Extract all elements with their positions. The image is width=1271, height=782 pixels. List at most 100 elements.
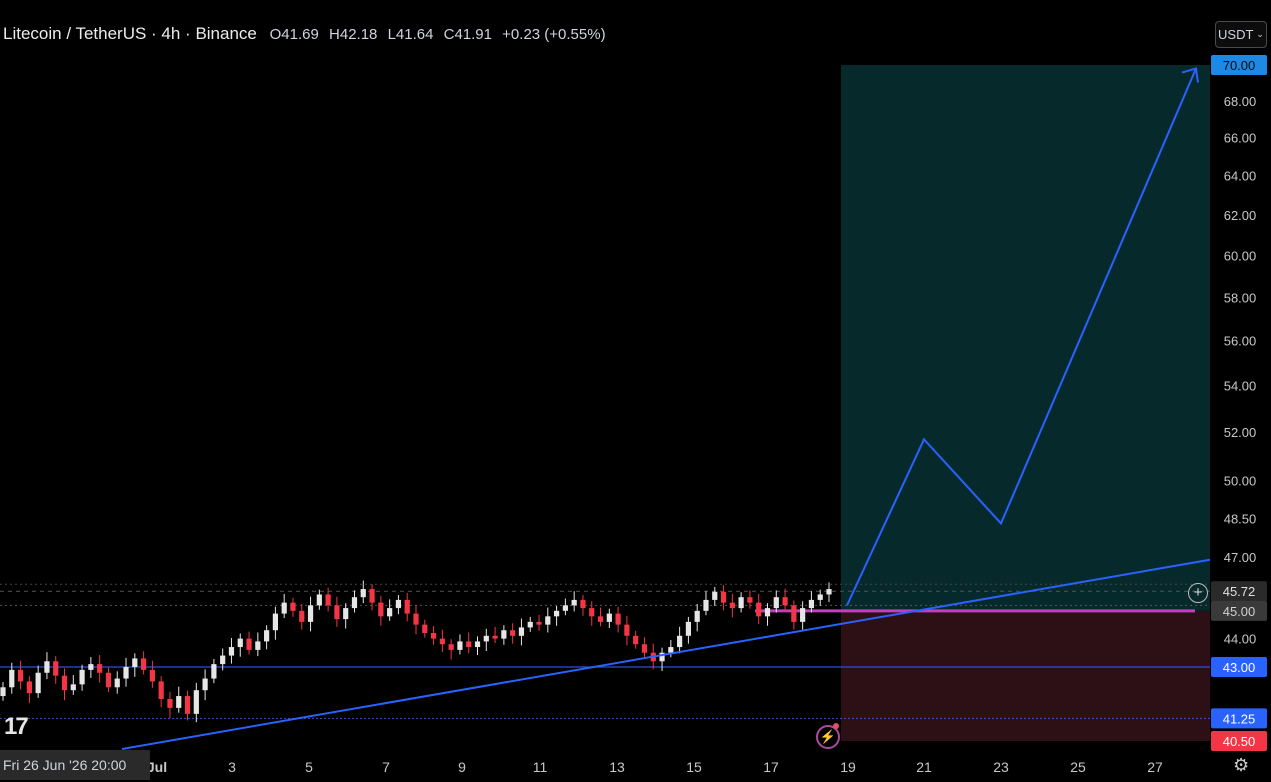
candle bbox=[35, 665, 41, 698]
candle bbox=[791, 600, 797, 630]
candle bbox=[281, 593, 287, 618]
candle-body bbox=[334, 605, 340, 620]
candle bbox=[193, 682, 199, 723]
target-price-label: 70.00 bbox=[1223, 58, 1256, 73]
candle-body bbox=[413, 613, 419, 625]
candle-body bbox=[158, 681, 164, 700]
candle bbox=[316, 589, 322, 610]
current-price-label-bg bbox=[1211, 581, 1267, 602]
candle-body bbox=[53, 661, 59, 676]
candle-body bbox=[641, 644, 648, 653]
candle bbox=[228, 638, 235, 664]
candle-body bbox=[395, 599, 402, 609]
candle-body bbox=[589, 608, 595, 617]
candle-body bbox=[756, 602, 762, 617]
candle-body bbox=[545, 616, 551, 625]
gear-icon[interactable]: ⚙ bbox=[1233, 755, 1250, 775]
candle-body bbox=[747, 597, 753, 603]
symbol-title[interactable]: Litecoin / TetherUS · 4h · Binance bbox=[3, 24, 257, 43]
candle bbox=[782, 588, 788, 612]
time-tick-label: 21 bbox=[916, 759, 932, 775]
flash-icon[interactable]: ⚡ bbox=[816, 725, 840, 749]
tradingview-logo-icon[interactable]: 17 bbox=[4, 713, 29, 740]
time-tick-label: Jul bbox=[147, 759, 167, 775]
candle bbox=[290, 597, 296, 617]
candle bbox=[176, 686, 182, 713]
candle bbox=[378, 595, 384, 626]
candle-body bbox=[325, 594, 331, 606]
candle-body bbox=[527, 621, 533, 628]
candle bbox=[237, 633, 243, 657]
candle bbox=[571, 591, 577, 612]
price-tick-label: 54.00 bbox=[1224, 379, 1257, 394]
time-tick-label: 19 bbox=[840, 759, 856, 775]
candle-body bbox=[633, 635, 639, 645]
candle-body bbox=[457, 641, 463, 650]
close-value: C41.91 bbox=[443, 26, 492, 43]
candle bbox=[53, 656, 59, 684]
candle-body bbox=[615, 613, 621, 625]
candle-body bbox=[782, 597, 788, 606]
price-tick-label: 56.00 bbox=[1224, 334, 1257, 349]
candle bbox=[351, 590, 358, 613]
candle-body bbox=[132, 658, 138, 668]
candle bbox=[624, 615, 630, 646]
candle-body bbox=[703, 599, 709, 611]
candle-body bbox=[808, 599, 815, 609]
trendline bbox=[121, 558, 1211, 750]
high-value: H42.18 bbox=[329, 26, 378, 43]
price-tick-label: 44.00 bbox=[1224, 632, 1257, 647]
candle bbox=[483, 628, 489, 652]
candle bbox=[800, 601, 806, 632]
candle bbox=[492, 626, 498, 644]
candle-body bbox=[817, 594, 823, 600]
candle bbox=[553, 605, 560, 626]
candle-body bbox=[624, 624, 630, 636]
candle-body bbox=[677, 635, 683, 648]
candle-body bbox=[193, 690, 199, 714]
candlestick-series bbox=[0, 580, 832, 723]
candle-body bbox=[184, 696, 191, 714]
candle-body bbox=[729, 602, 735, 609]
stop-price-label-bg bbox=[1211, 731, 1267, 751]
currency-button[interactable]: USDT ⌄ bbox=[1215, 21, 1267, 48]
time-tick-label: 23 bbox=[993, 759, 1009, 775]
candle bbox=[747, 590, 753, 609]
candle bbox=[0, 682, 6, 701]
candle bbox=[474, 636, 481, 655]
projection-path bbox=[846, 68, 1197, 606]
symbol-header: Litecoin / TetherUS · 4h · Binance O41.6… bbox=[3, 24, 612, 44]
candle bbox=[518, 618, 525, 646]
candle bbox=[202, 669, 208, 701]
candle bbox=[413, 604, 419, 635]
candle bbox=[536, 614, 542, 631]
candle bbox=[255, 632, 261, 657]
price-tick-label: 52.00 bbox=[1224, 425, 1257, 440]
time-tick-label: 7 bbox=[382, 759, 390, 775]
candle-body bbox=[510, 630, 516, 636]
candle bbox=[720, 585, 727, 611]
candle bbox=[685, 616, 692, 644]
support-price-label-bg bbox=[1211, 657, 1267, 678]
candle-body bbox=[343, 608, 349, 620]
candle bbox=[387, 599, 393, 621]
add-alert-icon[interactable]: + bbox=[1188, 583, 1208, 603]
candle-body bbox=[202, 678, 208, 691]
lower-price-label: 41.25 bbox=[1223, 711, 1256, 726]
candle-body bbox=[220, 655, 226, 665]
drawn-lines bbox=[121, 67, 1211, 750]
candle bbox=[694, 603, 700, 632]
candle bbox=[597, 607, 604, 627]
candle-body bbox=[9, 669, 15, 688]
candle bbox=[817, 589, 823, 606]
time-tick-label: 27 bbox=[1147, 759, 1163, 775]
candle-body bbox=[255, 641, 261, 650]
candle-body bbox=[562, 605, 568, 611]
candle-body bbox=[439, 638, 445, 645]
candle-body bbox=[430, 632, 437, 639]
candle bbox=[44, 652, 50, 680]
candle-body bbox=[123, 667, 129, 679]
target-price-label-bg bbox=[1211, 55, 1267, 75]
candle bbox=[677, 626, 683, 654]
